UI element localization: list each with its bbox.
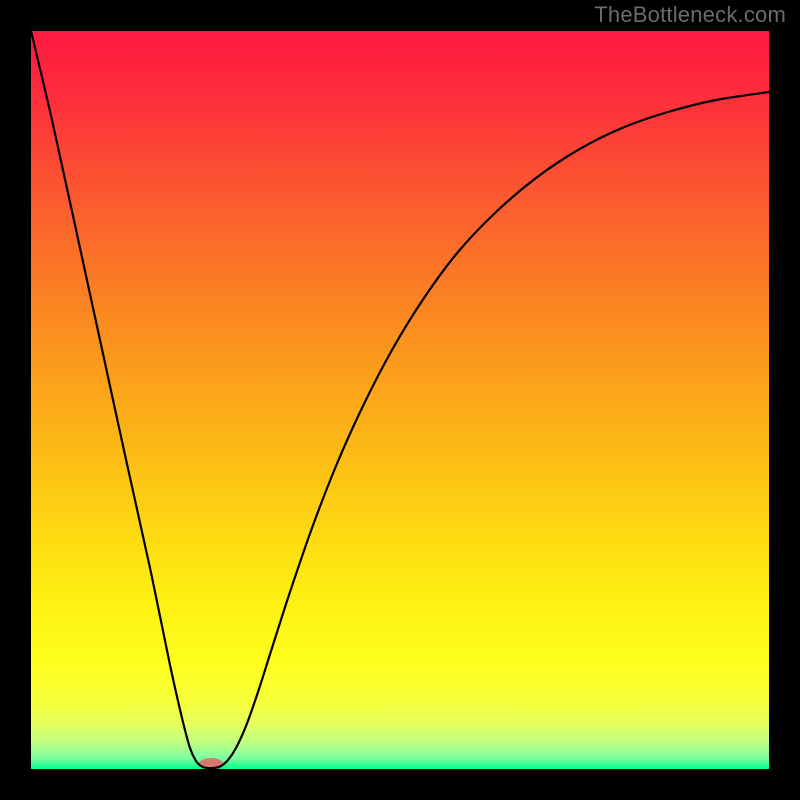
- heat-gradient-background: [31, 31, 769, 769]
- plot-area: [31, 31, 769, 769]
- chart-frame: TheBottleneck.com: [0, 0, 800, 800]
- bottleneck-chart-svg: [31, 31, 769, 769]
- watermark-text: TheBottleneck.com: [594, 2, 786, 28]
